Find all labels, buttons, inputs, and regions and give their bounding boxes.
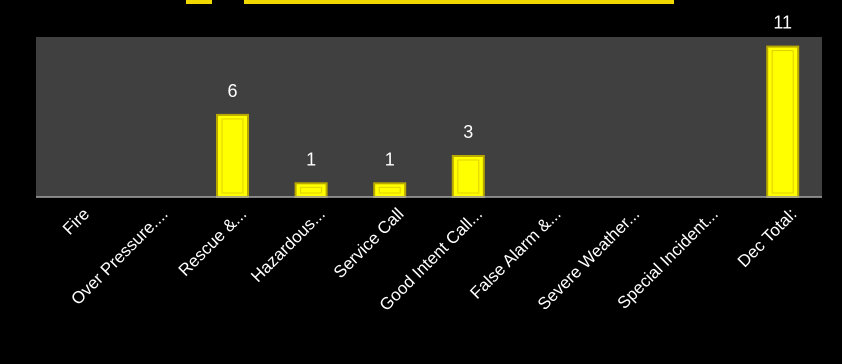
bar-bevel-4: [378, 186, 401, 194]
data-label-2: 6: [227, 81, 237, 101]
bar-bevel-9: [771, 50, 794, 194]
bar-bevel-3: [300, 186, 323, 194]
data-label-3: 1: [306, 149, 316, 169]
x-tick-label-0: Fire: [59, 204, 93, 238]
title-fragment-right: [244, 0, 674, 4]
bars-group: [216, 45, 800, 199]
data-label-4: 1: [385, 149, 395, 169]
x-tick-label-2: Rescue &...: [175, 204, 251, 280]
x-tick-label-3: Hazardous...: [247, 204, 329, 286]
bar-bevel-2: [221, 118, 244, 194]
x-tick-label-9: Dec Total:: [734, 204, 801, 271]
data-label-9: 11: [773, 13, 792, 33]
x-tick-label-4: Service Call: [330, 204, 408, 282]
data-label-5: 3: [463, 122, 473, 142]
plot-area: [36, 37, 822, 197]
bar-bevel-5: [457, 159, 480, 194]
title-fragment-left: [186, 0, 212, 4]
